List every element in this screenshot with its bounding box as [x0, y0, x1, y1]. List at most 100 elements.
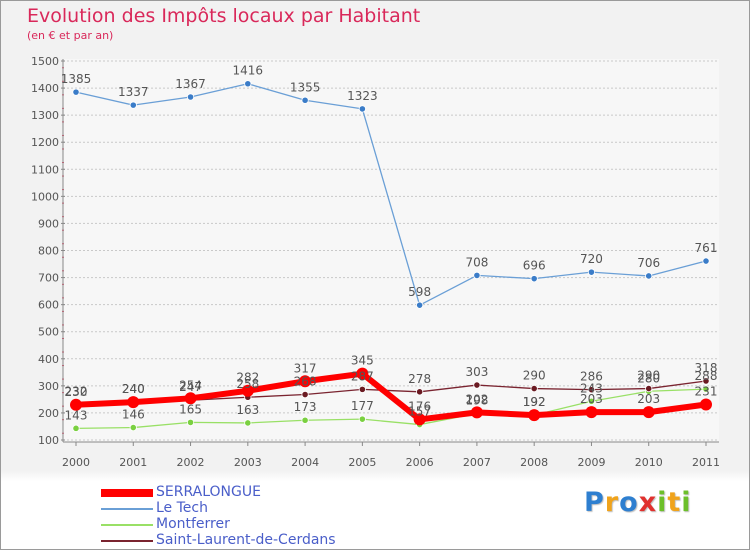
chart-legend: SERRALONGUE Le Tech Montferrer Saint-Lauren… [101, 484, 401, 549]
data-point [186, 93, 195, 101]
data-label: 708 [465, 255, 488, 269]
data-point [702, 257, 710, 265]
data-label: 176 [408, 399, 431, 413]
data-point [301, 416, 309, 424]
data-point [473, 381, 481, 389]
y-tick-label: 1000 [31, 190, 59, 203]
data-point [244, 419, 252, 427]
data-label: 303 [465, 365, 488, 379]
data-label: 345 [351, 354, 374, 368]
legend-label: Montferrer [156, 516, 230, 532]
x-tick-label: 2008 [520, 456, 548, 469]
data-label: 282 [236, 371, 259, 385]
logo-letter: P [584, 487, 605, 518]
data-label: 761 [695, 241, 718, 255]
proxiti-logo: Proxiti [584, 487, 692, 518]
data-label: 247 [179, 380, 202, 394]
data-label: 177 [351, 399, 374, 413]
logo-letter: x [638, 487, 658, 518]
data-label: 696 [523, 259, 546, 273]
chart-subtitle: (en € et par an) [27, 29, 114, 42]
legend-label: Saint-Laurent-de-Cerdans [156, 532, 336, 548]
x-tick-label: 2001 [119, 456, 147, 469]
data-label: 318 [695, 361, 718, 375]
data-label: 1385 [61, 72, 92, 86]
y-tick-label: 400 [38, 353, 59, 366]
data-point [358, 385, 366, 393]
data-point [70, 398, 82, 411]
series-line-montferrer [75, 388, 707, 430]
y-tick-label: 500 [38, 326, 59, 339]
data-point [416, 388, 424, 396]
data-label: 317 [294, 361, 317, 375]
x-tick-label: 2002 [177, 456, 205, 469]
data-label: 163 [236, 403, 259, 417]
data-label: 1323 [347, 89, 378, 103]
y-tick-label: 1400 [31, 82, 59, 95]
data-point [530, 275, 538, 283]
series-line-le-tech [75, 83, 707, 306]
logo-letter: i [657, 487, 668, 518]
data-point [702, 377, 710, 385]
data-label: 231 [695, 385, 718, 399]
data-point [587, 268, 596, 276]
data-label: 706 [637, 256, 660, 270]
data-label: 243 [580, 381, 603, 395]
data-point [416, 301, 424, 309]
legend-item: Saint-Laurent-de-Cerdans [101, 532, 401, 549]
data-label: 173 [294, 400, 317, 414]
data-point [587, 397, 596, 405]
x-tick-label: 2004 [291, 456, 319, 469]
data-label: 1416 [233, 64, 264, 78]
y-tick-label: 300 [38, 380, 59, 393]
legend-item: SERRALONGUE [101, 484, 401, 501]
y-tick-label: 1500 [31, 55, 59, 68]
data-point [186, 418, 195, 427]
data-point [244, 80, 252, 88]
legend-swatch [101, 524, 153, 526]
x-tick-label: 2007 [463, 456, 491, 469]
data-point [473, 271, 481, 280]
line-chart: 100 200 300 400 500 600 700 800 900 1000 1100 1200 1… [31, 55, 720, 469]
data-label: 287 [351, 369, 374, 383]
data-label: 290 [523, 369, 546, 383]
data-point [358, 415, 366, 423]
data-label: 230 [65, 385, 88, 399]
data-label: 598 [408, 285, 431, 299]
y-tick-label: 700 [38, 272, 59, 285]
data-label: 288 [695, 369, 718, 383]
data-label: 157 [408, 405, 431, 419]
data-label: 165 [179, 402, 202, 416]
legend-label: SERRALONGUE [156, 484, 261, 500]
data-point [184, 392, 197, 405]
data-label: 240 [122, 382, 145, 396]
chart-title: Evolution des Impôts locaux par Habitant [27, 5, 421, 27]
data-point [702, 385, 710, 393]
data-point [530, 384, 538, 393]
data-label: 720 [580, 252, 603, 266]
data-point [356, 367, 369, 380]
legend-swatch [101, 508, 153, 510]
data-label: 143 [65, 408, 88, 422]
data-label: 232 [65, 384, 88, 398]
x-tick-label: 2005 [348, 456, 376, 469]
data-label: 203 [637, 392, 660, 406]
x-tick-label: 2003 [234, 456, 262, 469]
data-point [645, 384, 653, 393]
data-point [129, 101, 137, 109]
data-label: 286 [580, 370, 603, 384]
data-point [358, 105, 366, 113]
logo-letter: t [667, 487, 682, 518]
data-point [72, 88, 80, 96]
y-tick-label: 900 [38, 217, 59, 230]
x-tick-label: 2006 [406, 456, 434, 469]
legend-label: Le Tech [156, 500, 208, 516]
y-tick-label: 800 [38, 245, 59, 258]
data-label: 202 [465, 392, 488, 406]
x-tick-label: 2009 [577, 456, 605, 469]
data-point [301, 390, 309, 399]
data-label: 198 [465, 393, 488, 407]
legend-item: Montferrer [101, 516, 401, 533]
data-point [129, 423, 137, 432]
